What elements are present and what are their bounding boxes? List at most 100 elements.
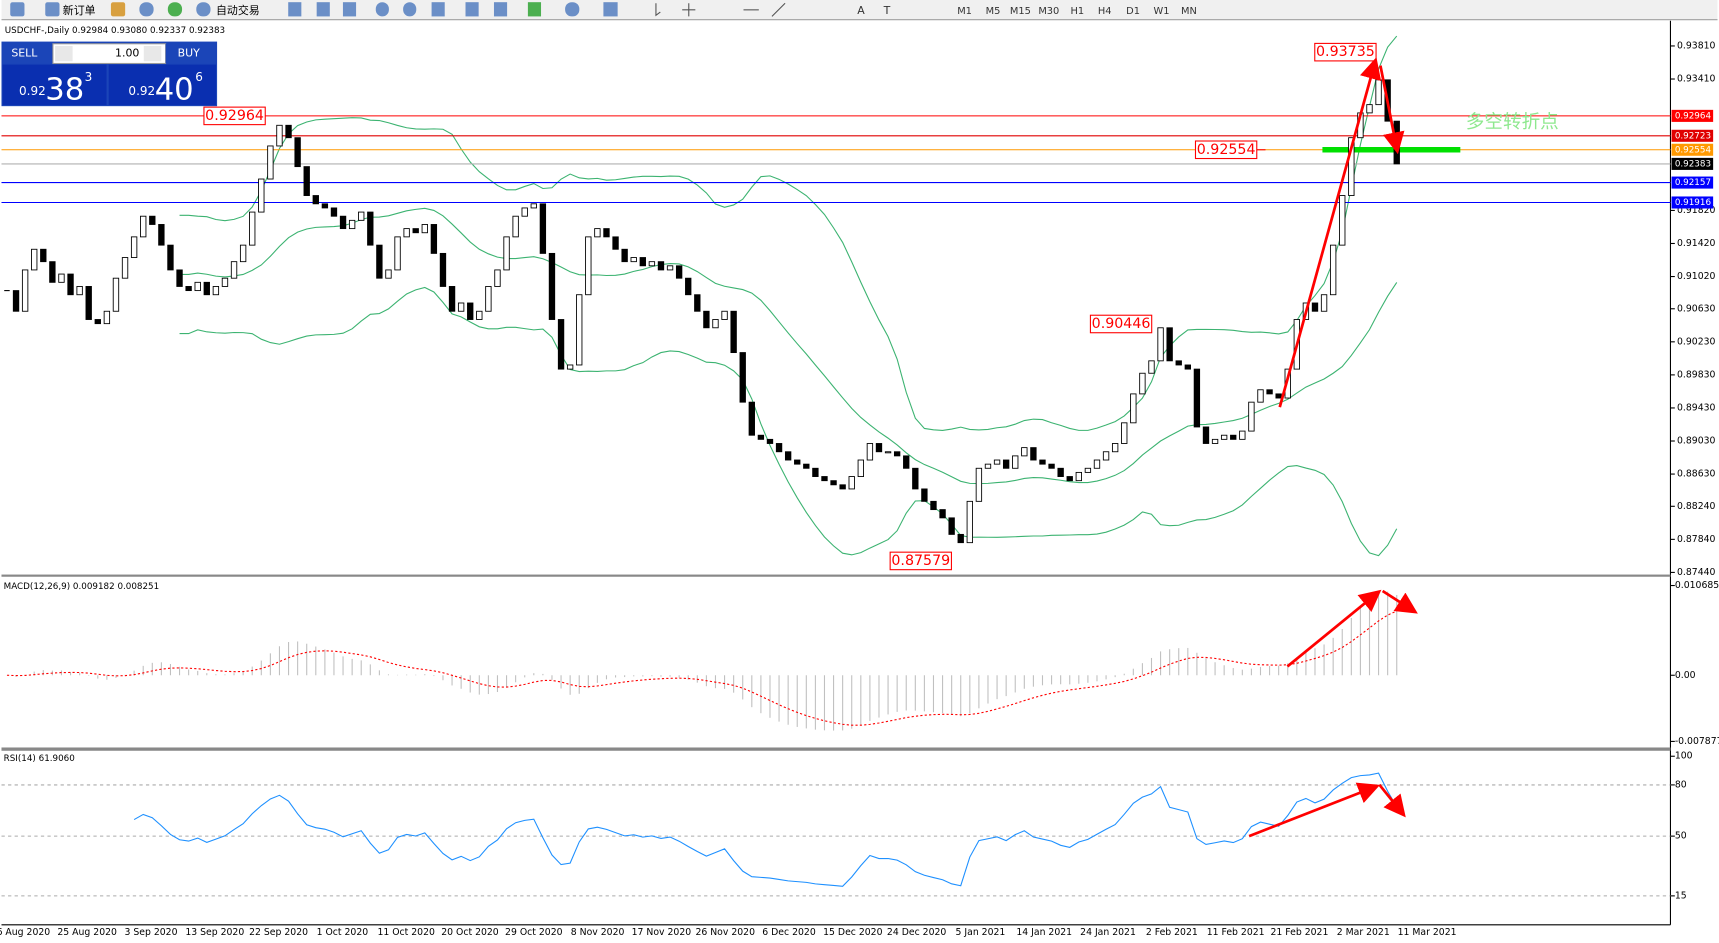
- candle-body: [1130, 393, 1137, 424]
- y-tick-label: 0.90630: [1677, 303, 1716, 314]
- x-tick-label: 2 Mar 2021: [1337, 927, 1390, 938]
- candle-body: [249, 211, 256, 246]
- sell-button[interactable]: [2, 43, 52, 64]
- candle-body: [158, 224, 165, 246]
- x-tick-label: 21 Feb 2021: [1271, 927, 1329, 938]
- svg-text:T: T: [883, 4, 891, 17]
- price-part: 0.92: [19, 84, 46, 98]
- candle-body: [884, 451, 892, 454]
- candle-body: [530, 203, 537, 209]
- new-order-button[interactable]: 新订单: [63, 3, 96, 17]
- candle-body: [675, 265, 683, 279]
- timeframe-button[interactable]: M5: [986, 6, 1001, 17]
- candle-body: [194, 281, 201, 292]
- candle-body: [176, 269, 183, 287]
- x-tick-label: 6 Dec 2020: [762, 927, 816, 938]
- y-tick-label: 0.89430: [1677, 402, 1716, 413]
- candle-body: [685, 277, 692, 296]
- y-tick-label: 0.88630: [1677, 469, 1716, 480]
- candle-body: [585, 236, 592, 296]
- macd-signal: [6, 610, 1397, 726]
- price-annotation-box: [889, 551, 952, 571]
- candle-body: [467, 302, 474, 320]
- candle-body: [1121, 422, 1128, 444]
- timeframe-button[interactable]: H4: [1098, 6, 1112, 17]
- candle-body: [348, 219, 356, 230]
- x-tick-label: 11 Mar 2021: [1398, 927, 1457, 938]
- toolbar: [1, 0, 1718, 20]
- y-tick-label: 0.93410: [1677, 74, 1716, 85]
- candle-body: [221, 277, 229, 287]
- candle-body: [385, 269, 392, 279]
- candle-body: [1039, 459, 1046, 465]
- x-tick-label: 3 Sep 2020: [124, 927, 177, 938]
- candle-body: [821, 476, 828, 482]
- rsi-line: [133, 772, 1398, 887]
- x-tick-label: 11 Oct 2020: [377, 927, 435, 938]
- x-tick-label: 1 Oct 2020: [317, 927, 369, 938]
- candle-body: [857, 459, 864, 477]
- candle-body: [167, 244, 174, 271]
- y-tick-label: 0.00: [1675, 670, 1696, 681]
- candle-body: [1348, 137, 1355, 196]
- candle-body: [258, 178, 265, 213]
- candle-body: [930, 500, 937, 511]
- candle-body: [903, 455, 910, 469]
- candle-body: [40, 248, 47, 263]
- timeframe-button[interactable]: M30: [1038, 6, 1059, 17]
- candle-body: [1193, 368, 1201, 428]
- timeframe-button[interactable]: D1: [1126, 6, 1140, 17]
- price-level-label: 0.92157: [1675, 178, 1711, 188]
- price-annotation-box: [1089, 314, 1153, 334]
- sell-price[interactable]: [2, 64, 107, 106]
- timeframe-button[interactable]: H1: [1070, 6, 1084, 17]
- candle-body: [1202, 426, 1210, 444]
- candle-body: [112, 277, 120, 312]
- candle-body: [58, 273, 65, 283]
- y-tick-label: 15: [1675, 890, 1687, 901]
- candle-body: [694, 294, 701, 312]
- candle-body: [103, 310, 111, 325]
- candle-body: [376, 244, 383, 279]
- x-tick-label: 25 Aug 2020: [57, 927, 117, 938]
- candle-body: [666, 265, 674, 271]
- candle-body: [1339, 195, 1346, 246]
- candle-body: [85, 286, 92, 320]
- candle-body: [1230, 434, 1237, 440]
- buy-button[interactable]: [165, 43, 216, 64]
- candle-body: [548, 252, 556, 320]
- y-tick-label: 0.89030: [1677, 436, 1716, 447]
- candle-body: [594, 228, 601, 238]
- candle-body: [31, 248, 38, 271]
- timeframe-button[interactable]: M15: [1010, 6, 1031, 17]
- price-level-tag: [1671, 196, 1714, 209]
- candle-body: [612, 236, 619, 250]
- buy-price[interactable]: [108, 64, 216, 106]
- price-part: 3: [85, 70, 93, 84]
- candle-body: [539, 203, 547, 254]
- candle-body: [830, 480, 837, 486]
- y-tick-label: 0.89830: [1677, 369, 1716, 380]
- candle-body: [757, 434, 765, 440]
- timeframe-button[interactable]: M1: [957, 6, 972, 17]
- timeframe-button[interactable]: MN: [1181, 6, 1197, 17]
- candle-body: [94, 319, 101, 325]
- candle-body: [1166, 327, 1173, 362]
- price-annotation-box: [1314, 42, 1377, 62]
- auto-trading-button[interactable]: 自动交易: [216, 3, 260, 17]
- timeframe-button[interactable]: W1: [1154, 6, 1170, 17]
- candle-body: [984, 463, 992, 469]
- x-tick-label: 2 Feb 2021: [1146, 927, 1198, 938]
- candle-body: [648, 261, 656, 267]
- price-level-tag: [1671, 176, 1714, 189]
- price-level-label: 0.91916: [1675, 198, 1712, 208]
- candle-body: [439, 252, 447, 287]
- candle-body: [230, 261, 238, 279]
- candle-body: [1239, 430, 1246, 440]
- candle-body: [975, 467, 983, 502]
- candle-body: [321, 203, 329, 209]
- bollinger-band: [179, 35, 1398, 431]
- candle-body: [285, 124, 292, 139]
- candle-body: [76, 286, 83, 296]
- candle-body: [1257, 389, 1264, 403]
